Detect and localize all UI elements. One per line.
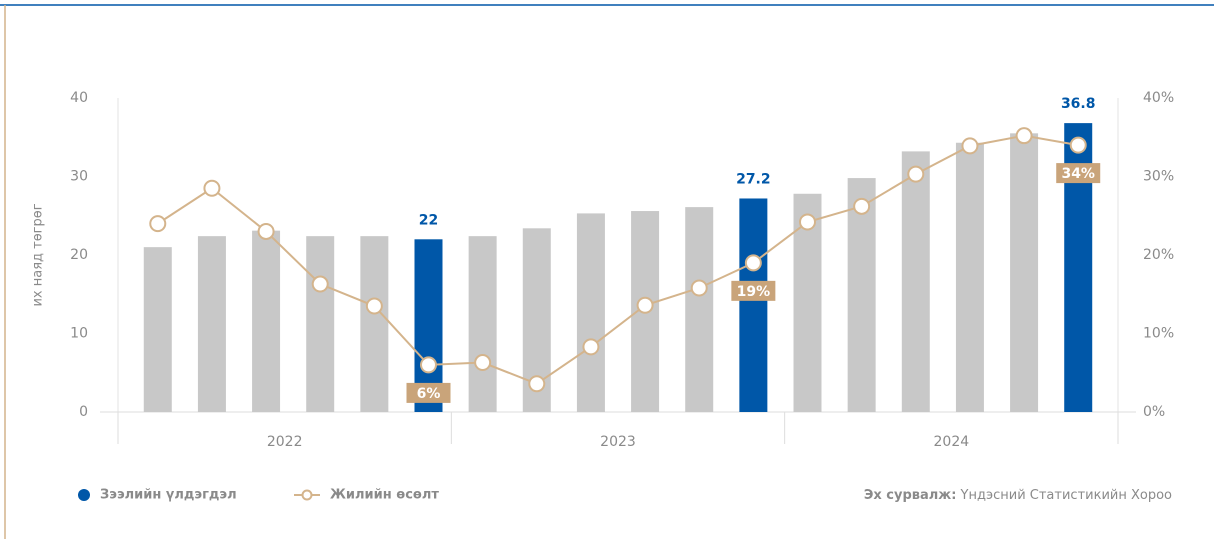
growth-point <box>744 254 762 272</box>
legend-marker <box>78 489 90 501</box>
line-value-label: 34% <box>1061 166 1095 182</box>
x-group-label: 2024 <box>934 434 970 450</box>
growth-point <box>907 165 925 183</box>
bar <box>847 178 876 412</box>
x-group-label: 2022 <box>267 434 303 450</box>
growth-point <box>203 179 221 197</box>
y-axis-label: их наяд төгрөг <box>31 203 46 306</box>
legend-marker <box>301 489 313 501</box>
bar <box>739 198 768 412</box>
growth-point <box>853 197 871 215</box>
bar <box>360 236 389 412</box>
growth-point <box>1069 136 1087 154</box>
y2-tick-label: 30% <box>1143 169 1174 185</box>
y2-tick-label: 20% <box>1143 247 1174 263</box>
bar <box>685 207 714 412</box>
bar <box>468 236 497 412</box>
bar <box>901 151 930 412</box>
bar <box>143 247 172 412</box>
growth-point <box>961 137 979 155</box>
growth-point <box>257 222 275 240</box>
value-label-box <box>731 280 776 301</box>
source: Эх сурвалж: Үндэсний Статистикийн Хороо <box>864 488 1172 503</box>
source-name: Үндэсний Статистикийн Хороо <box>960 488 1172 503</box>
growth-point <box>419 356 437 374</box>
bar-value-label: 27.2 <box>736 171 771 187</box>
y2-tick-label: 10% <box>1143 326 1174 342</box>
growth-point <box>149 215 167 233</box>
y2-tick-label: 0% <box>1143 404 1165 420</box>
x-group-label: 2023 <box>600 434 636 450</box>
growth-point <box>528 375 546 393</box>
y-tick-label: 30 <box>70 169 88 185</box>
y-tick-label: 20 <box>70 247 88 263</box>
source-label: Эх сурвалж: <box>864 488 957 503</box>
growth-point <box>690 279 708 297</box>
y-tick-label: 0 <box>79 404 88 420</box>
bar <box>1010 133 1039 412</box>
growth-line <box>157 134 1079 385</box>
growth-point <box>799 213 817 231</box>
growth-point <box>365 297 383 315</box>
bar-value-label: 22 <box>419 212 438 228</box>
bar <box>955 142 984 412</box>
line-value-label: 19% <box>737 284 771 300</box>
legend-label: Жилийн өсөлт <box>330 488 439 503</box>
growth-point <box>636 296 654 314</box>
bar-value-label: 36.8 <box>1061 96 1096 112</box>
growth-point <box>1015 127 1033 145</box>
y-tick-label: 40 <box>70 90 88 106</box>
growth-point <box>474 354 492 372</box>
bar <box>576 213 605 412</box>
y2-tick-label: 40% <box>1143 90 1174 106</box>
bar <box>306 236 335 412</box>
value-label-box <box>1056 163 1101 184</box>
legend-label: Зээлийн үлдэгдэл <box>100 488 237 503</box>
growth-point <box>311 275 329 293</box>
bar <box>197 236 226 412</box>
y-tick-label: 10 <box>70 326 88 342</box>
bar <box>252 230 281 412</box>
line-value-label: 6% <box>417 386 441 402</box>
growth-point <box>582 338 600 356</box>
value-label-box <box>406 382 451 403</box>
